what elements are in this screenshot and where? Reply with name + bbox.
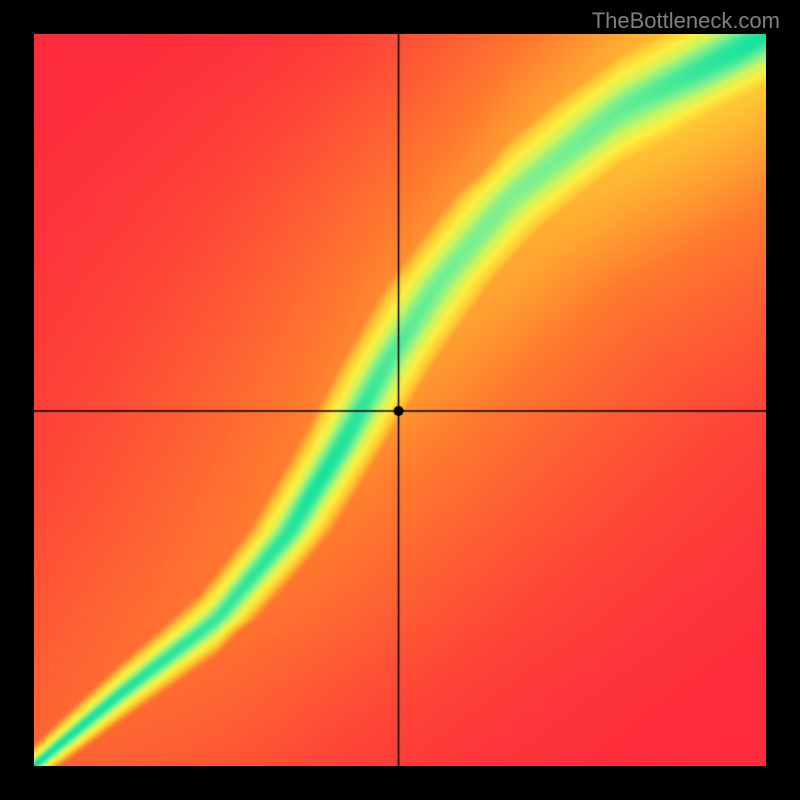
watermark-text: TheBottleneck.com	[592, 8, 780, 34]
heatmap-canvas	[34, 34, 766, 766]
heatmap-plot	[34, 34, 766, 766]
